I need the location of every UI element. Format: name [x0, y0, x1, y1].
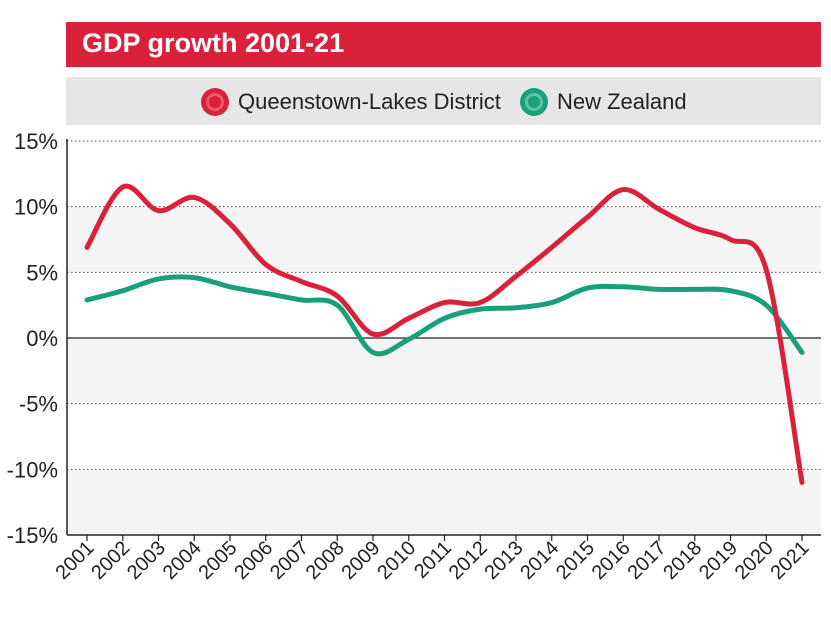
legend-item-queenstown: Queenstown-Lakes District [200, 87, 501, 117]
x-tick-label: 2018 [659, 537, 706, 584]
x-tick-label: 2011 [410, 537, 456, 583]
x-tick-label: 2001 [52, 537, 99, 584]
x-tick-label: 2006 [230, 537, 277, 584]
x-tick-label: 2005 [195, 537, 242, 584]
x-tick-label: 2009 [338, 537, 385, 584]
legend-label-queenstown: Queenstown-Lakes District [238, 89, 501, 114]
chart-title: GDP growth 2001-21 [82, 28, 345, 58]
x-tick-label: 2008 [302, 537, 349, 584]
x-tick-label: 2021 [767, 537, 814, 584]
legend-marker-new-zealand-icon [520, 88, 548, 116]
series-line-queenstown [84, 183, 805, 485]
y-tick-label: -5% [19, 392, 58, 417]
y-tick-label: -15% [7, 523, 58, 548]
x-tick-label: 2003 [123, 537, 170, 584]
legend-item-new-zealand: New Zealand [519, 87, 687, 117]
x-tick-label: 2019 [695, 537, 742, 584]
x-tick-label: 2016 [588, 537, 635, 584]
y-tick-label: 5% [26, 260, 58, 285]
x-tick-label: 2017 [624, 537, 671, 584]
series-line-new-zealand [84, 274, 805, 357]
y-tick-label: 0% [26, 326, 58, 351]
legend-label-new-zealand: New Zealand [557, 89, 687, 114]
grid-band [67, 338, 821, 404]
y-tick-label: -10% [7, 457, 58, 482]
x-tick-label: 2002 [87, 537, 134, 584]
x-tick-label: 2004 [159, 537, 206, 584]
x-tick-label: 2015 [552, 537, 599, 584]
legend-marker-queenstown-icon [201, 88, 229, 116]
x-tick-label: 2010 [373, 537, 420, 584]
legend: Queenstown-Lakes District New Zealand [66, 77, 821, 125]
x-tick-label: 2007 [266, 537, 313, 584]
y-tick-label: 15% [14, 129, 58, 154]
x-tick-label: 2013 [481, 537, 528, 584]
grid-band [67, 206, 821, 273]
x-tick-label: 2012 [445, 537, 492, 584]
grid-band [67, 469, 821, 535]
x-tick-label: 2020 [731, 537, 778, 584]
x-tick-label: 2014 [516, 537, 563, 584]
title-bar: GDP growth 2001-21 [66, 22, 821, 67]
y-tick-label: 10% [14, 195, 58, 220]
